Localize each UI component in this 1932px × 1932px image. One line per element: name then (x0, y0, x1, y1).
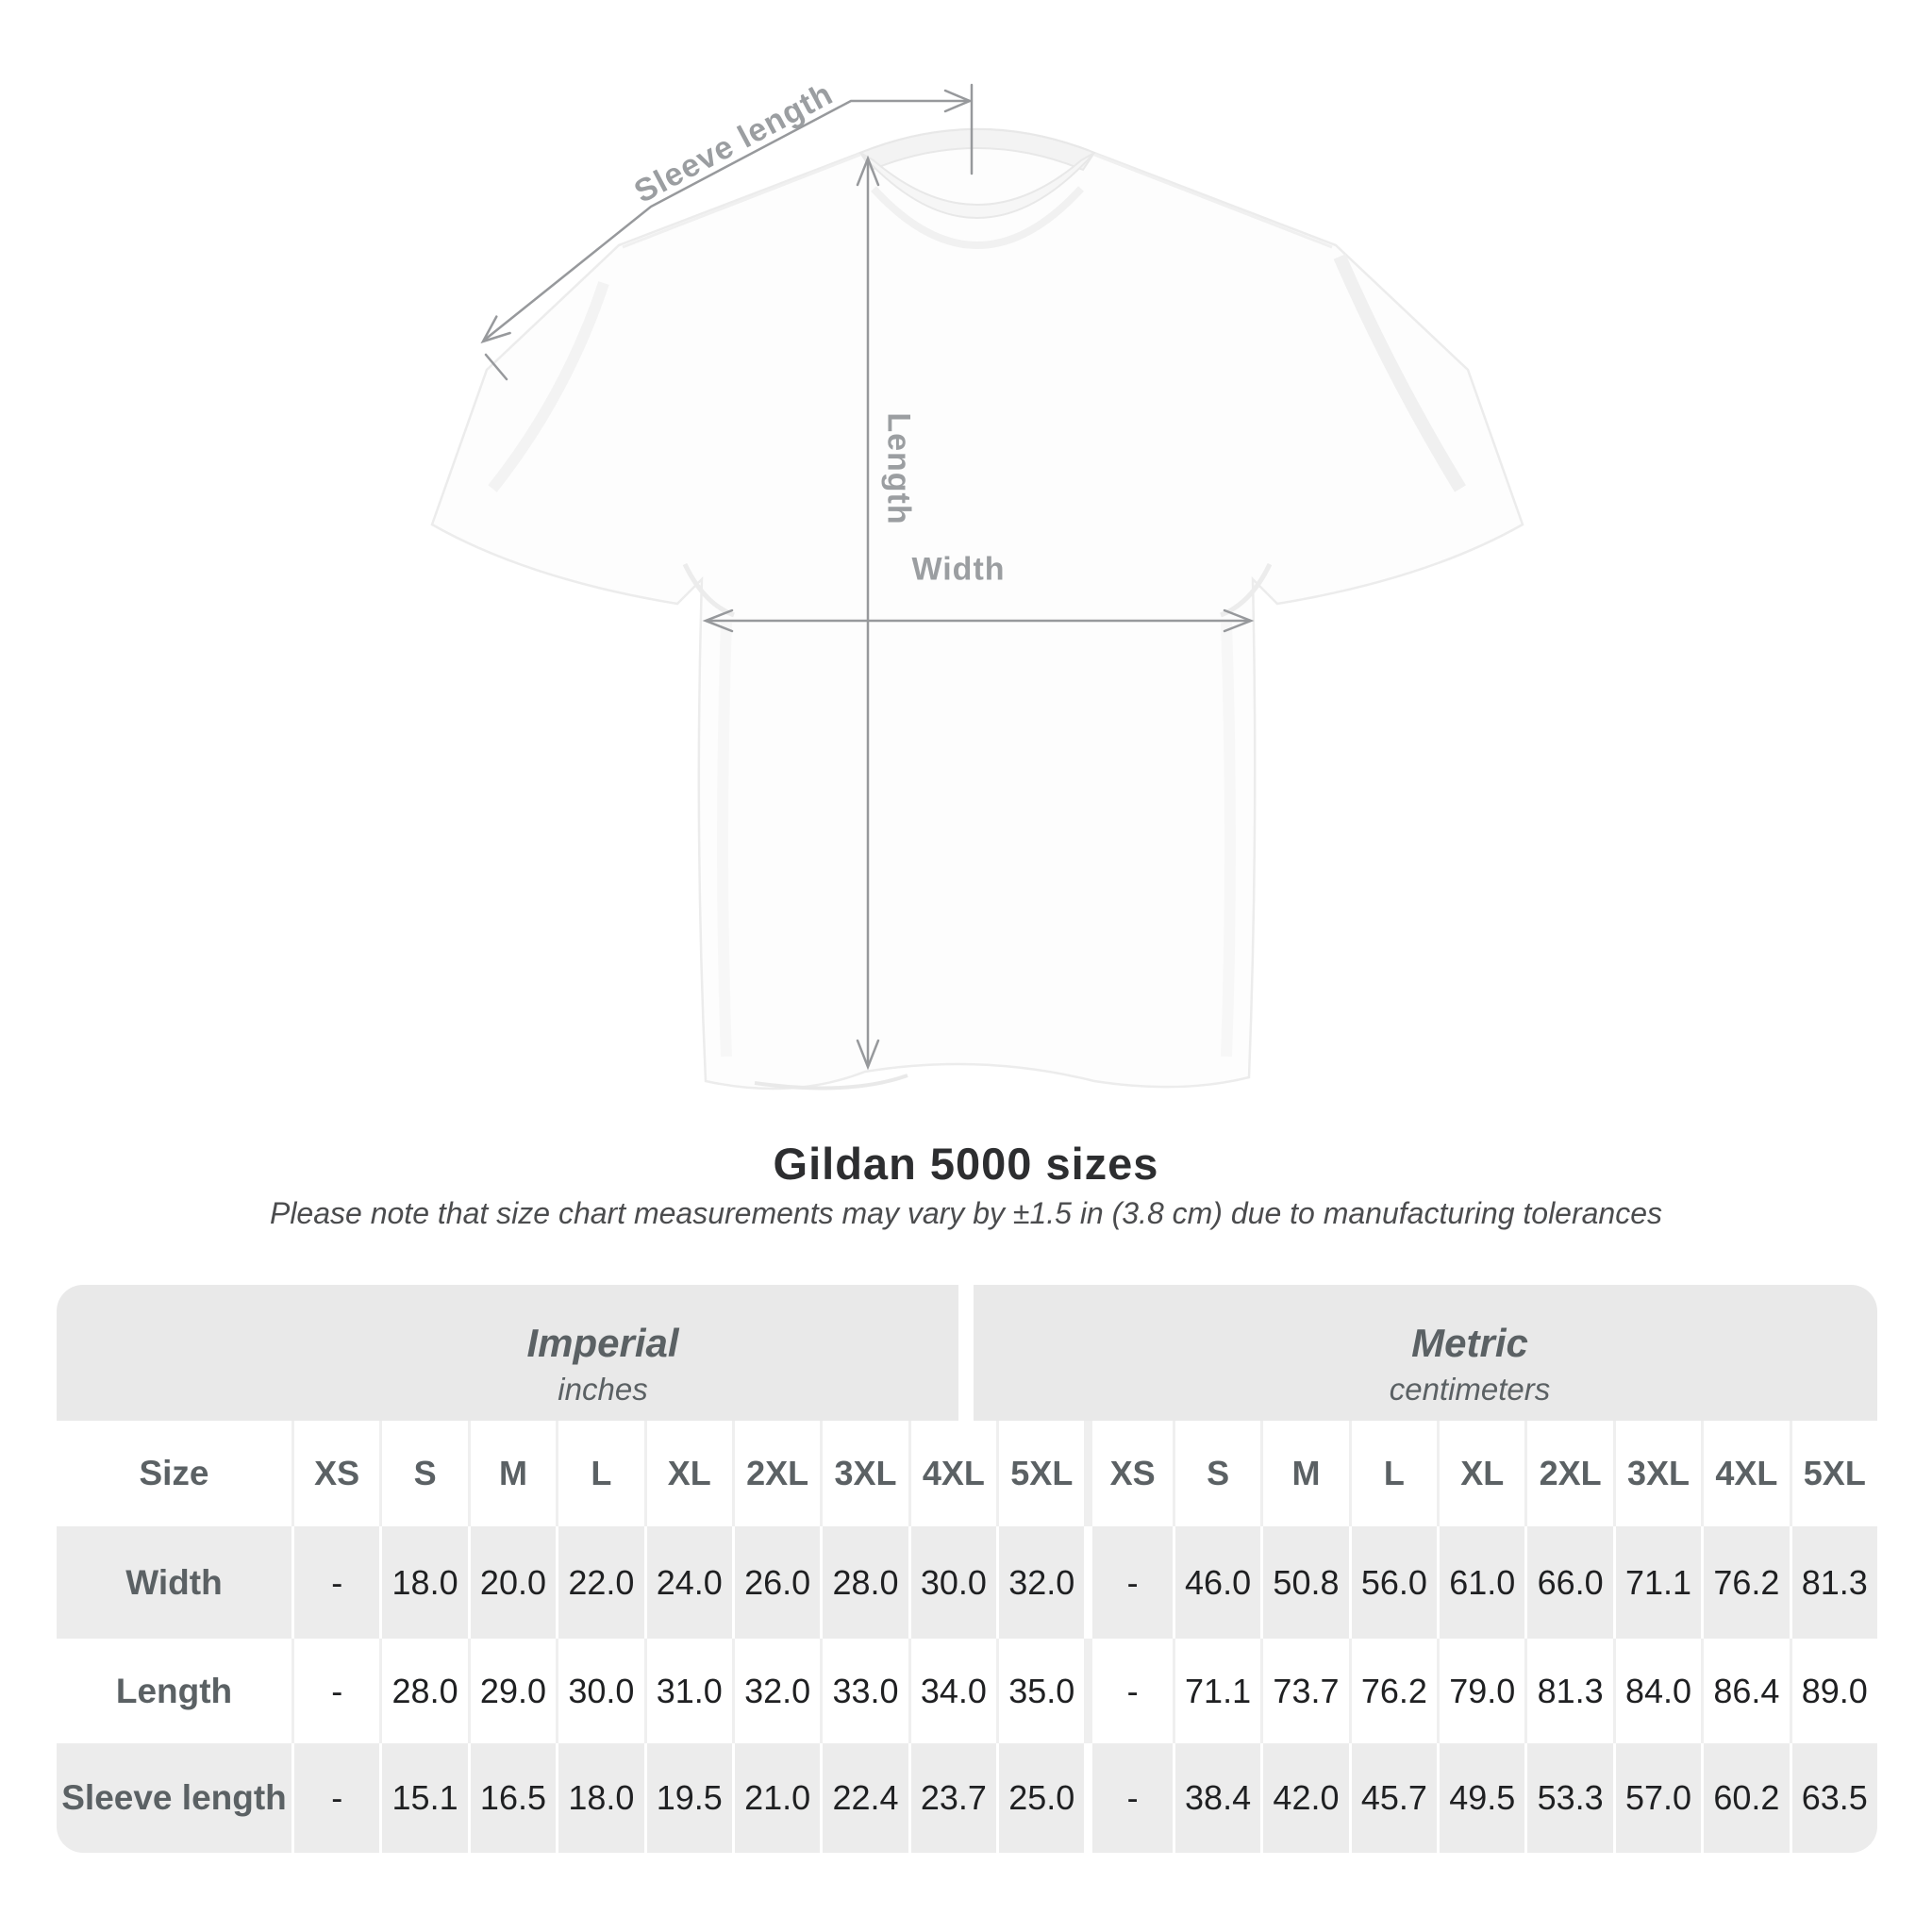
value-cell: - (1084, 1526, 1173, 1639)
value-cell: 61.0 (1437, 1526, 1525, 1639)
value-cell: 24.0 (643, 1526, 732, 1639)
imperial-group-header (57, 1285, 958, 1421)
value-cell: 18.0 (379, 1526, 468, 1639)
size-column-header: Size (57, 1421, 291, 1526)
value-cell: 81.3 (1789, 1526, 1877, 1639)
row-label: Sleeve length (57, 1743, 291, 1853)
tshirt-diagram (430, 83, 1524, 1091)
value-cell: 76.2 (1701, 1526, 1790, 1639)
value-cell: 86.4 (1701, 1639, 1790, 1743)
size-header-cell: L (556, 1421, 644, 1526)
value-cell: 79.0 (1437, 1639, 1525, 1743)
value-cell: 25.0 (996, 1743, 1085, 1853)
size-header-cell: L (1348, 1421, 1438, 1526)
value-cell: 45.7 (1348, 1743, 1438, 1853)
value-cell: - (1084, 1639, 1173, 1743)
size-header-cell: M (467, 1421, 557, 1526)
dimension-lines (480, 83, 1255, 1071)
row-label: Width (57, 1526, 291, 1639)
size-header-cell: 5XL (996, 1421, 1085, 1526)
size-header-cell: S (1172, 1421, 1261, 1526)
value-cell: - (291, 1639, 380, 1743)
value-cell: 63.5 (1789, 1743, 1877, 1853)
tshirt-graphic (430, 127, 1524, 1091)
metric-group-unit: centimeters (1389, 1372, 1551, 1407)
value-cell: 49.5 (1437, 1743, 1525, 1853)
width-dimension-label: Width (911, 551, 1006, 588)
page-title: Gildan 5000 sizes (773, 1139, 1159, 1189)
size-header-cell: 3XL (1612, 1421, 1702, 1526)
value-cell: 31.0 (643, 1639, 732, 1743)
size-table: Imperial inches Metric centimeters Size X… (57, 1285, 1877, 1853)
size-header-cell: S (379, 1421, 468, 1526)
value-cell: 16.5 (467, 1743, 557, 1853)
length-row: Length -28.0 29.0 30.0 31.0 32.0 33.0 34.0 35.0-… (57, 1639, 1877, 1743)
value-cell: 23.7 (908, 1743, 997, 1853)
value-cell: 89.0 (1789, 1639, 1877, 1743)
size-header-cell: XL (643, 1421, 732, 1526)
value-cell: 84.0 (1612, 1639, 1702, 1743)
value-cell: 35.0 (996, 1639, 1085, 1743)
size-header-cell: 4XL (1701, 1421, 1790, 1526)
value-cell: 53.3 (1524, 1743, 1613, 1853)
value-cell: 38.4 (1172, 1743, 1261, 1853)
value-cell: 57.0 (1612, 1743, 1702, 1853)
value-cell: 29.0 (467, 1639, 557, 1743)
value-cell: 30.0 (908, 1526, 997, 1639)
size-header-cell: M (1260, 1421, 1349, 1526)
value-cell: 32.0 (731, 1639, 821, 1743)
size-header-cell: XL (1437, 1421, 1525, 1526)
row-label: Length (57, 1639, 291, 1743)
value-cell: 20.0 (467, 1526, 557, 1639)
value-cell: - (1084, 1743, 1173, 1853)
value-cell: 22.0 (556, 1526, 644, 1639)
size-header-cell: 2XL (1524, 1421, 1613, 1526)
value-cell: 18.0 (556, 1743, 644, 1853)
sleeve-length-row: Sleeve length -15.1 16.5 18.0 19.5 21.0 22.4 23… (57, 1743, 1877, 1853)
metric-group-title: Metric (1411, 1321, 1528, 1365)
tolerance-note: Please note that size chart measurements… (269, 1196, 1663, 1230)
value-cell: 60.2 (1701, 1743, 1790, 1853)
value-cell: 66.0 (1524, 1526, 1613, 1639)
value-cell: 28.0 (820, 1526, 908, 1639)
value-cell: 21.0 (731, 1743, 821, 1853)
value-cell: 32.0 (996, 1526, 1085, 1639)
value-cell: 81.3 (1524, 1639, 1613, 1743)
metric-group-header (974, 1285, 1877, 1421)
width-row: Width -18.0 20.0 22.0 24.0 26.0 28.0 30.0 32.0-4… (57, 1526, 1877, 1639)
value-cell: 22.4 (820, 1743, 908, 1853)
length-dimension-label: Length (880, 412, 917, 525)
size-header-cell: 5XL (1789, 1421, 1877, 1526)
value-cell: 56.0 (1348, 1526, 1438, 1639)
size-header-cell: 2XL (731, 1421, 821, 1526)
value-cell: 28.0 (379, 1639, 468, 1743)
size-header-cell: XS (291, 1421, 380, 1526)
value-cell: 73.7 (1260, 1639, 1349, 1743)
value-cell: 15.1 (379, 1743, 468, 1853)
value-cell: 34.0 (908, 1639, 997, 1743)
size-header-cell: XS (1084, 1421, 1173, 1526)
value-cell: - (291, 1743, 380, 1853)
value-cell: 50.8 (1260, 1526, 1349, 1639)
imperial-group-title: Imperial (526, 1321, 679, 1365)
value-cell: 26.0 (731, 1526, 821, 1639)
size-header-cell: 3XL (820, 1421, 908, 1526)
size-header-row: Size XS S M L XL 2XL 3XL 4XL 5XL XS S M L XL 2XL 3XL 4XL 5… (57, 1421, 1877, 1526)
value-cell: 30.0 (556, 1639, 644, 1743)
value-cell: 46.0 (1172, 1526, 1261, 1639)
value-cell: 71.1 (1612, 1526, 1702, 1639)
value-cell: 71.1 (1172, 1639, 1261, 1743)
value-cell: - (291, 1526, 380, 1639)
imperial-group-unit: inches (558, 1372, 648, 1407)
value-cell: 33.0 (820, 1639, 908, 1743)
value-cell: 42.0 (1260, 1743, 1349, 1853)
unit-group-header-row: Imperial inches Metric centimeters (57, 1285, 1877, 1421)
size-header-cell: 4XL (908, 1421, 997, 1526)
value-cell: 19.5 (643, 1743, 732, 1853)
value-cell: 76.2 (1348, 1639, 1438, 1743)
